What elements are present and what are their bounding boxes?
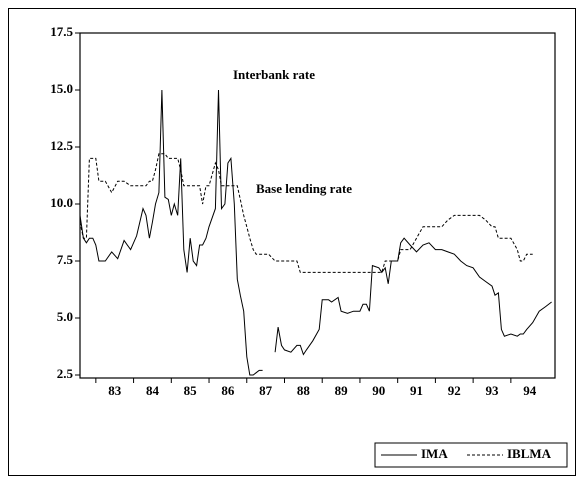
x-tick-label: 94: [523, 383, 537, 398]
line-ima: [79, 89, 263, 376]
x-tick-label: 90: [372, 383, 385, 398]
x-tick-label: 83: [108, 383, 122, 398]
x-tick-label: 91: [410, 383, 423, 398]
y-tick-label: 5.0: [57, 309, 73, 324]
line-ima: [274, 237, 552, 356]
x-tick-label: 92: [448, 383, 461, 398]
x-tick-label: 86: [221, 383, 235, 398]
x-tick-label: 93: [485, 383, 499, 398]
annotation: Interbank rate: [233, 67, 315, 82]
y-tick-label: 10.0: [50, 195, 73, 210]
x-tick-label: 85: [184, 383, 198, 398]
x-tick-label: 88: [297, 383, 311, 398]
y-tick-label: 12.5: [50, 138, 73, 153]
y-tick-label: 2.5: [57, 366, 74, 381]
x-tick-label: 87: [259, 383, 273, 398]
line-iblma: [79, 153, 533, 273]
y-tick-label: 15.0: [50, 81, 73, 96]
x-tick-label: 84: [146, 383, 160, 398]
legend-label: IMA: [421, 446, 448, 461]
x-tick-label: 89: [335, 383, 349, 398]
legend-label: IBLMA: [507, 446, 552, 461]
plot-frame: [79, 32, 556, 379]
y-tick-label: 17.5: [50, 24, 73, 39]
annotation: Base lending rate: [256, 181, 352, 196]
y-tick-label: 7.5: [57, 252, 74, 267]
outer-frame: [8, 8, 576, 476]
